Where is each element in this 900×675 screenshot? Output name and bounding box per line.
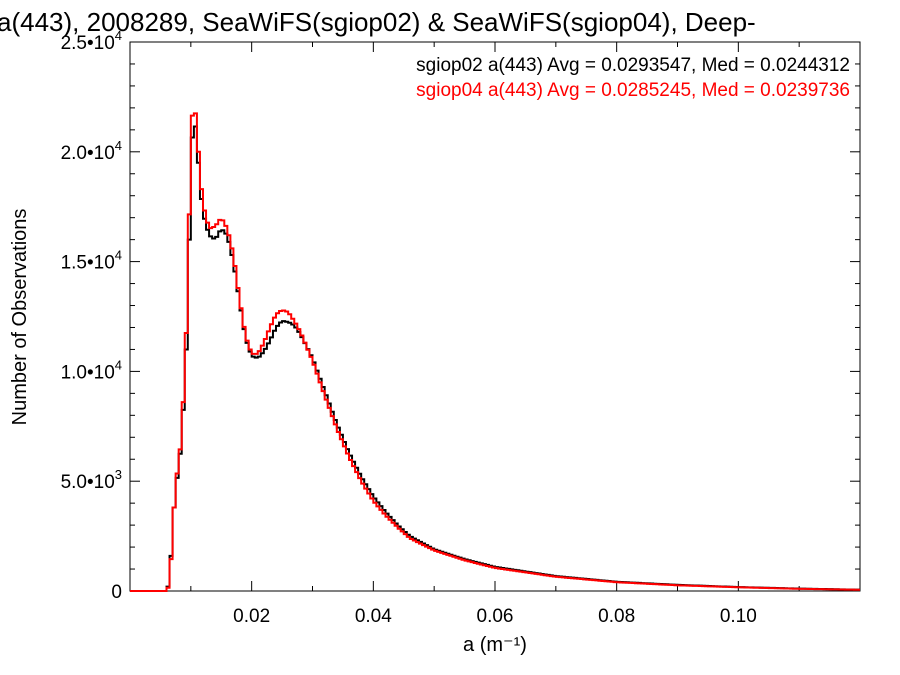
chart-title: a(443), 2008289, SeaWiFS(sgiop02) & SeaW…	[0, 7, 756, 37]
y-tick-label: 1.0•104	[61, 357, 122, 383]
y-tick-label: 0	[111, 582, 122, 603]
x-tick-label: 0.02	[233, 606, 270, 627]
plot-frame	[129, 41, 861, 592]
y-axis-label: Number of Observations	[9, 209, 31, 426]
x-axis: 0.02 0.04 0.06 0.08 0.10	[190, 42, 800, 627]
y-axis: 0 5.0•103 1.0•104 1.5•104 2.0•104 2.5•104	[61, 28, 860, 603]
y-tick-label: 5.0•103	[61, 467, 122, 493]
x-tick-label: 0.08	[598, 606, 635, 627]
x-tick-label: 0.04	[355, 606, 392, 627]
y-tick-label: 1.5•104	[61, 248, 122, 274]
x-tick-label: 0.10	[720, 606, 757, 627]
legend-entry-sgiop04: sgiop04 a(443) Avg = 0.0285245, Med = 0.…	[416, 80, 850, 101]
series-line-sgiop04	[130, 112, 860, 592]
series-layer	[130, 112, 860, 592]
legend-entry-sgiop02: sgiop02 a(443) Avg = 0.0293547, Med = 0.…	[416, 55, 850, 76]
y-tick-label: 2.5•104	[61, 28, 122, 54]
series-line-sgiop02	[130, 125, 860, 592]
x-axis-label: a (m⁻¹)	[463, 634, 527, 656]
x-tick-label: 0.06	[477, 606, 514, 627]
y-tick-label: 2.0•104	[61, 138, 122, 164]
